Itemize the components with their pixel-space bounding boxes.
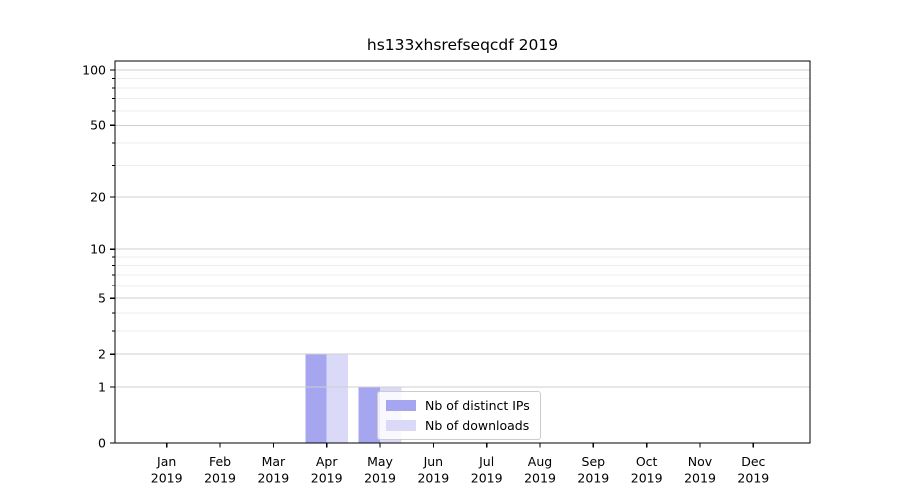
legend-item-downloads: Nb of downloads bbox=[386, 418, 530, 433]
x-tick-label-year-nov: 2019 bbox=[684, 471, 716, 486]
y-tick-label-20: 20 bbox=[90, 189, 106, 204]
x-tick-label-year-sep: 2019 bbox=[577, 471, 609, 486]
x-tick-label-month-may: May bbox=[367, 454, 393, 469]
legend-label-downloads: Nb of downloads bbox=[425, 418, 530, 433]
x-tick-label-year-jul: 2019 bbox=[471, 471, 503, 486]
y-tick-label-2: 2 bbox=[98, 347, 106, 362]
x-tick-label-month-jan: Jan bbox=[156, 454, 176, 469]
legend-swatch-distinct-ips bbox=[386, 400, 416, 411]
bar-nb-of-distinct-ips-apr bbox=[305, 354, 327, 443]
x-tick-label-year-jan: 2019 bbox=[151, 471, 183, 486]
x-tick-label-year-apr: 2019 bbox=[311, 471, 343, 486]
x-tick-label-month-jul: Jul bbox=[478, 454, 494, 469]
chart-title: hs133xhsrefseqcdf 2019 bbox=[366, 36, 559, 54]
x-tick-label-month-jun: Jun bbox=[423, 454, 444, 469]
x-tick-label-year-oct: 2019 bbox=[631, 471, 663, 486]
bar-nb-of-distinct-ips-may bbox=[358, 386, 381, 443]
x-tick-label-year-jun: 2019 bbox=[417, 471, 449, 486]
legend-item-distinct-ips: Nb of distinct IPs bbox=[386, 398, 530, 413]
y-tick-label-5: 5 bbox=[98, 291, 106, 306]
x-tick-label-year-feb: 2019 bbox=[204, 471, 236, 486]
x-tick-label-month-nov: Nov bbox=[688, 454, 713, 469]
x-tick-label-month-aug: Aug bbox=[528, 454, 552, 469]
y-tick-label-100: 100 bbox=[82, 62, 106, 77]
y-tick-label-0: 0 bbox=[98, 435, 106, 450]
y-tick-label-10: 10 bbox=[90, 242, 106, 257]
x-tick-label-month-dec: Dec bbox=[741, 454, 765, 469]
x-tick-label-month-mar: Mar bbox=[262, 454, 286, 469]
plot-border bbox=[114, 60, 811, 444]
x-tick-label-year-mar: 2019 bbox=[257, 471, 289, 486]
x-tick-label-month-apr: Apr bbox=[316, 454, 338, 469]
bar-nb-of-downloads-apr bbox=[326, 354, 348, 443]
legend: Nb of distinct IPs Nb of downloads bbox=[377, 391, 541, 440]
legend-swatch-downloads bbox=[386, 420, 416, 431]
y-tick-label-1: 1 bbox=[98, 379, 106, 394]
x-tick-label-month-feb: Feb bbox=[209, 454, 231, 469]
x-tick-label-year-aug: 2019 bbox=[524, 471, 556, 486]
x-tick-label-month-oct: Oct bbox=[636, 454, 658, 469]
legend-label-distinct-ips: Nb of distinct IPs bbox=[425, 398, 530, 413]
x-tick-label-year-dec: 2019 bbox=[737, 471, 769, 486]
x-tick-label-month-sep: Sep bbox=[582, 454, 606, 469]
x-tick-label-year-may: 2019 bbox=[364, 471, 396, 486]
y-tick-label-50: 50 bbox=[90, 118, 106, 133]
